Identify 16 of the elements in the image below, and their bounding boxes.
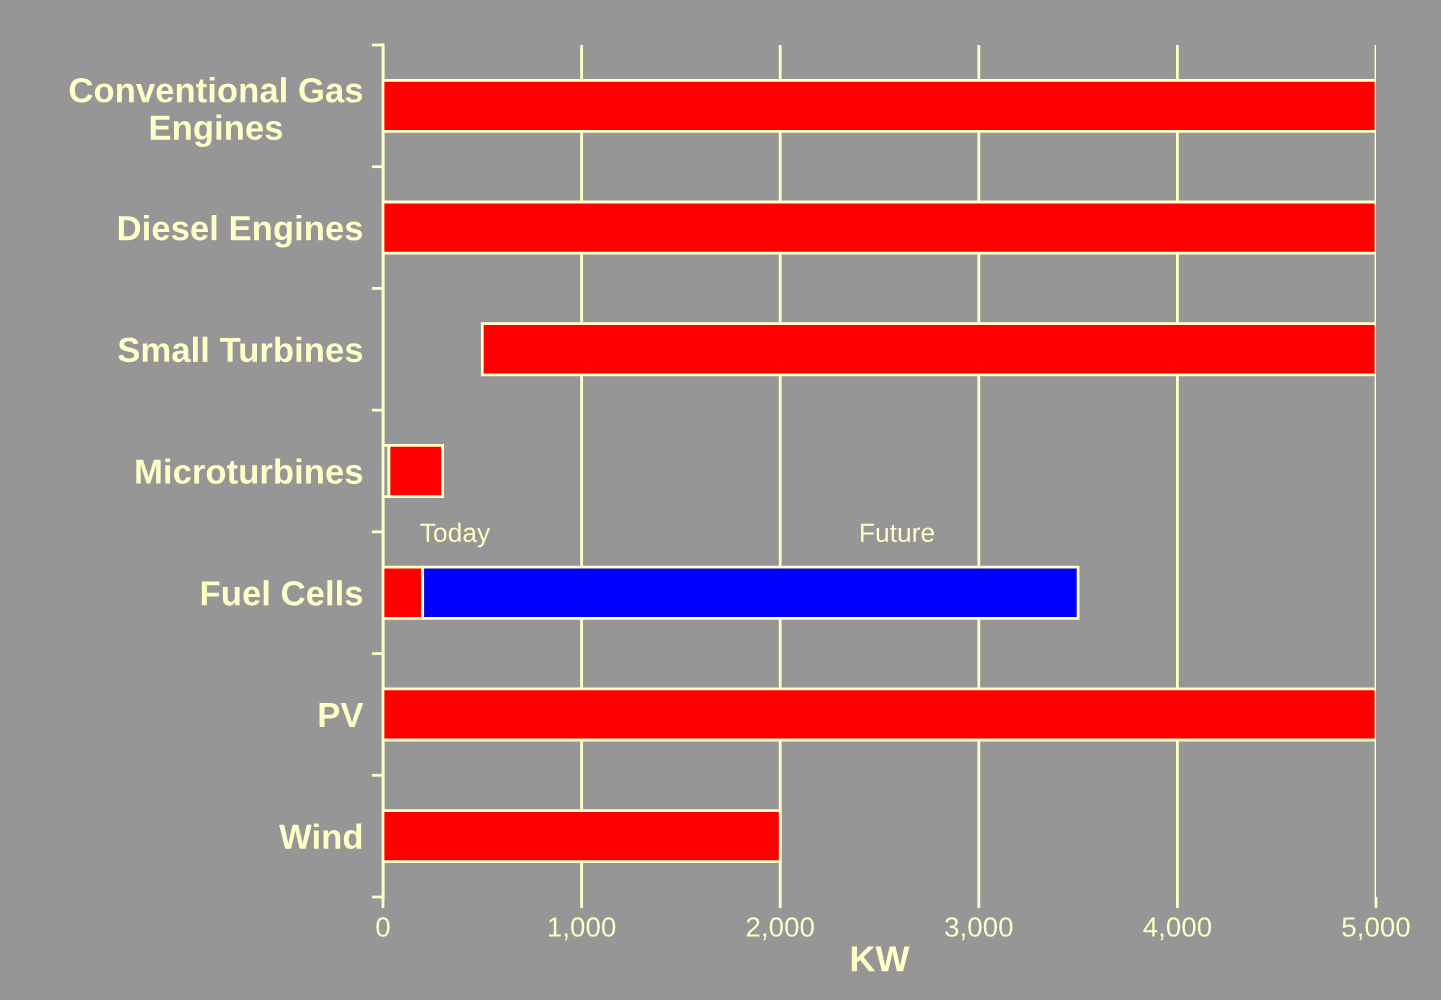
x-tick-label: 1,000	[548, 917, 616, 941]
y-tick-label: Conventional Gas Engines	[69, 77, 363, 148]
y-tick-label: Small Turbines	[118, 336, 363, 363]
annotation: Today	[420, 522, 491, 548]
y-tick-label: Fuel Cells	[201, 580, 363, 606]
annotation: Future	[861, 523, 934, 543]
x-axis-title: KW	[851, 946, 910, 972]
x-tick-label: 5,000	[1342, 917, 1410, 941]
y-tick-label: Microturbines	[136, 458, 363, 484]
x-tick-label: 4,000	[1143, 917, 1212, 941]
x-tick-label: 3,000	[945, 917, 1013, 941]
x-tick-label: 0	[376, 917, 390, 937]
x-tick-label: 2,000	[746, 917, 814, 941]
y-tick-label: Wind	[279, 823, 362, 850]
y-tick-label: Diesel Engines	[118, 214, 363, 248]
y-tick-label: PV	[319, 703, 364, 728]
